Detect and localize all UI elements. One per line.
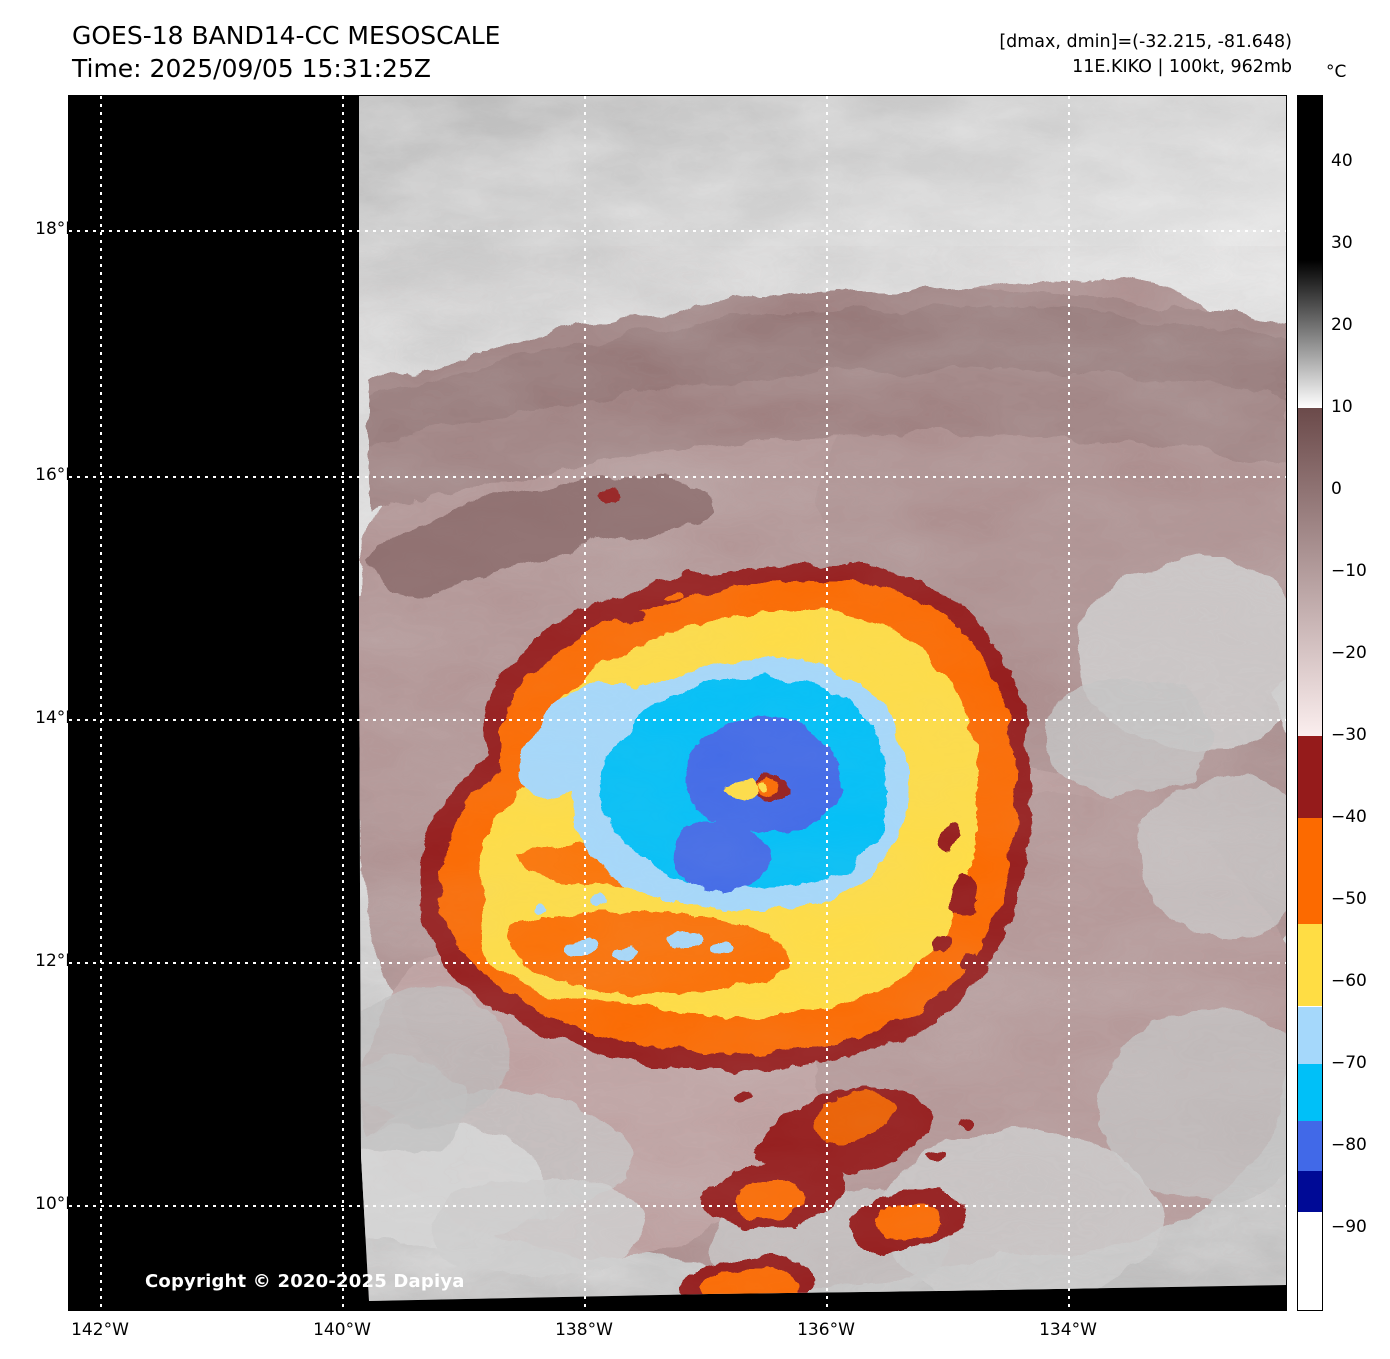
xtick-label-136w: 136°W [797,1320,855,1340]
xtick-label-142w: 142°W [71,1320,129,1340]
metadata-block: [dmax, dmin]=(-32.215, -81.648) 11E.KIKO… [999,30,1292,79]
colorbar-band-white-coldest [1298,1211,1322,1310]
satellite-image-plot: Copyright © 2020-2025 Dapiya [68,95,1287,1311]
colorbar-band-mauve-ramp [1298,407,1322,736]
colorbar-tick-neg60: −60 [1331,970,1367,991]
colorbar-band-light-blue [1298,1006,1322,1064]
satellite-imagery [69,96,1286,1310]
dminmax-label: [dmax, dmin]=(-32.215, -81.648) [999,32,1292,52]
colorbar-tick-20: 20 [1331,314,1353,335]
colorbar-tick-neg70: −70 [1331,1052,1367,1073]
colorbar-tick-neg20: −20 [1331,642,1367,663]
colorbar-tick-0: 0 [1331,478,1342,499]
colorbar-unit-label: °C [1326,62,1347,82]
xtick-label-134w: 134°W [1039,1320,1097,1340]
colorbar-tick-neg50: −50 [1331,888,1367,909]
timestamp-label: Time: 2025/09/05 15:31:25Z [72,53,431,83]
colorbar-band-cyan [1298,1063,1322,1122]
colorbar-band-black-hot [1298,96,1322,261]
copyright-label: Copyright © 2020-2025 Dapiya [145,1271,465,1292]
title-block: GOES-18 BAND14-CC MESOSCALE Time: 2025/0… [72,20,500,85]
colorbar-tick-40: 40 [1331,150,1353,171]
colorbar-tick-neg90: −90 [1331,1216,1367,1237]
colorbar-band-dark-navy [1298,1170,1322,1212]
ytick-label-18n: 18°N [35,219,78,239]
ytick-label-14n: 14°N [35,708,78,728]
xtick-label-138w: 138°W [555,1320,613,1340]
colorbar-tick-30: 30 [1331,232,1353,253]
colorbar-band-dark-red [1298,735,1322,818]
colorbar-tick-neg30: −30 [1331,724,1367,745]
storm-info-label: 11E.KIKO | 100kt, 962mb [1072,56,1292,77]
page-title: GOES-18 BAND14-CC MESOSCALE [72,21,501,50]
colorbar-band-yellow [1298,924,1322,1007]
xtick-label-140w: 140°W [313,1320,371,1340]
colorbar-band-blue [1298,1121,1322,1171]
ytick-label-12n: 12°N [35,951,78,971]
colorbar-tick-neg40: −40 [1331,806,1367,827]
colorbar-tick-10: 10 [1331,396,1353,417]
ytick-label-16n: 16°N [35,465,78,485]
colorbar-band-grayscale-ramp [1298,260,1322,408]
ytick-label-10n: 10°N [35,1194,78,1214]
colorbar-band-orange [1298,817,1322,925]
colorbar-tick-neg80: −80 [1331,1134,1367,1155]
temperature-colorbar [1297,95,1323,1311]
colorbar-tick-neg10: −10 [1331,560,1367,581]
